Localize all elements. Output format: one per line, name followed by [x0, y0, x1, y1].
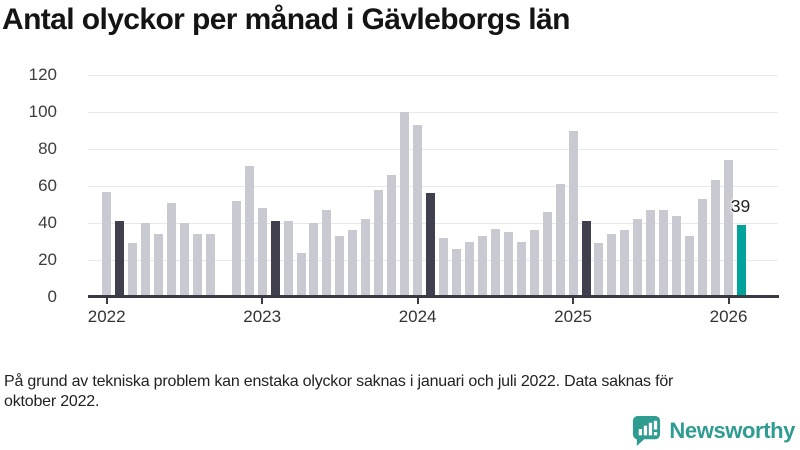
bar-2022-04: [141, 223, 151, 297]
x-axis-line: [88, 295, 779, 298]
bar-2022-05: [154, 234, 164, 297]
y-axis-tick-label: 80: [38, 139, 57, 158]
bar-2025-02: [581, 221, 591, 297]
bar-2022-06: [166, 202, 176, 297]
bar-2024-05: [464, 241, 474, 297]
bar-2024-12: [555, 184, 565, 297]
bar-2025-09: [672, 215, 682, 297]
newsworthy-logo-text: Newsworthy: [669, 418, 795, 443]
bar-chart-plot-area: 0 20 40 60 80 100 120 2022 2023 2024 2025 2026: [28, 65, 779, 326]
bar-2023-04: [296, 252, 306, 297]
bar-2023-03: [283, 221, 293, 297]
bar-2022-09: [205, 234, 215, 297]
bar-2025-01: [568, 130, 578, 297]
bar-2024-07: [490, 228, 500, 297]
bar-2022-12: [244, 165, 254, 297]
bar-2024-06: [477, 235, 487, 297]
bar-2024-02: [426, 193, 436, 297]
bar-2024-04: [451, 248, 461, 297]
y-axis-tick-label: 60: [38, 176, 57, 195]
bar-2023-05: [309, 223, 319, 297]
x-axis-label-2022: 2022: [87, 307, 126, 326]
bar-2026-02: [736, 224, 746, 297]
bar-2024-08: [503, 232, 513, 297]
y-axis-tick-label: 0: [47, 287, 57, 306]
gridline-y-80: [88, 149, 778, 150]
y-axis-tick-label: 100: [28, 102, 57, 121]
bar-2023-08: [348, 230, 358, 297]
gridline-y-120: [88, 75, 778, 76]
chart-footnote: På grund av tekniska problem kan enstaka…: [4, 373, 674, 410]
bar-2023-12: [400, 112, 410, 297]
x-axis-label-2023: 2023: [243, 307, 282, 326]
bar-2023-02: [270, 221, 280, 297]
bar-2025-06: [633, 219, 643, 297]
bar-2026-01: [724, 160, 734, 297]
bar-2025-03: [594, 243, 604, 297]
bar-2022-01: [102, 191, 112, 297]
bar-2024-11: [542, 211, 552, 297]
bar-2022-03: [128, 243, 138, 297]
newsworthy-branding: Newsworthy: [631, 414, 795, 448]
x-axis-tick-2023: [261, 298, 264, 304]
chart-title: Antal olyckor per månad i Gävleborgs län: [2, 3, 570, 36]
x-axis-label-2026: 2026: [709, 307, 748, 326]
bar-2025-04: [607, 234, 617, 297]
y-axis-tick-label: 40: [38, 213, 57, 232]
x-axis-tick-2025: [572, 298, 575, 304]
y-axis-tick-label: 120: [28, 65, 57, 84]
newsworthy-logo-icon: [633, 415, 661, 447]
bar-2023-11: [387, 174, 397, 297]
y-axis-tick-label: 20: [38, 250, 57, 269]
bar-2022-02: [115, 221, 125, 297]
bar-2024-10: [529, 230, 539, 297]
gridline-y-100: [88, 112, 778, 113]
bar-2022-07: [179, 223, 189, 297]
bar-2023-01: [257, 208, 267, 297]
bar-2023-06: [322, 210, 332, 297]
bar-2025-07: [646, 210, 656, 297]
bar-2022-11: [231, 200, 241, 297]
bar-2024-09: [516, 241, 526, 297]
x-axis-label-2025: 2025: [554, 307, 592, 326]
bar-2024-01: [413, 124, 423, 297]
bar-2023-07: [335, 235, 345, 297]
bar-2023-09: [361, 219, 371, 297]
bar-2025-08: [659, 210, 669, 297]
bar-2025-05: [620, 230, 630, 297]
bar-2025-10: [685, 235, 695, 297]
x-axis-label-2024: 2024: [398, 307, 437, 326]
bar-2024-03: [439, 237, 449, 297]
x-axis-tick-2024: [416, 298, 419, 304]
bar-2025-12: [711, 180, 721, 297]
gridline-y-60: [88, 186, 778, 187]
bar-2023-10: [374, 189, 384, 297]
latest-bar-value-label: 39: [730, 195, 751, 216]
bar-2022-08: [192, 234, 202, 297]
bar-2025-11: [698, 198, 708, 297]
x-axis-tick-2022: [105, 298, 108, 304]
x-axis-tick-2026: [727, 298, 730, 304]
